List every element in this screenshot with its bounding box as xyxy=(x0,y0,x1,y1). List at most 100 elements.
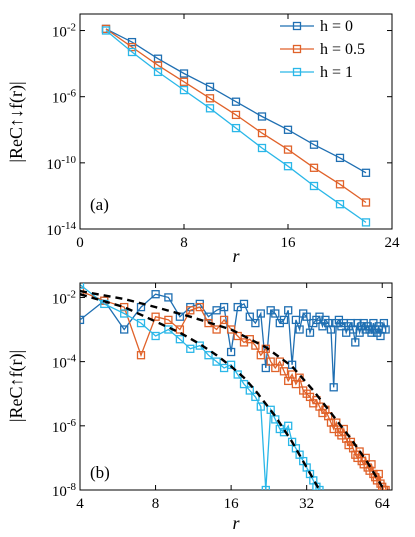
fit-dashed-line xyxy=(80,289,384,488)
panel-b-tag: (b) xyxy=(90,463,110,482)
data-point-marker xyxy=(219,302,229,312)
data-point-marker xyxy=(127,47,137,57)
data-point-marker xyxy=(195,302,204,312)
panel-b-series-3 xyxy=(80,289,384,488)
data-point-marker xyxy=(257,143,267,153)
data-point-marker xyxy=(179,69,189,78)
data-point-marker xyxy=(179,85,189,95)
data-point-marker xyxy=(283,125,293,134)
series-line xyxy=(105,29,367,223)
y-tick-exponent: -8 xyxy=(67,481,77,493)
data-point-marker xyxy=(120,325,129,334)
data-point-marker xyxy=(204,351,213,360)
panel-a-series-2 xyxy=(101,26,371,227)
data-point-marker xyxy=(239,379,249,389)
data-point-marker xyxy=(256,351,265,360)
data-point-marker xyxy=(127,37,137,47)
data-point-marker xyxy=(309,140,319,149)
data-point-marker xyxy=(151,312,160,321)
y-tick-exponent: -2 xyxy=(67,288,76,300)
data-point-marker xyxy=(381,485,390,490)
y-tick-label: 10-2 xyxy=(52,288,76,307)
panel-b-x-axis-label: r xyxy=(232,513,240,533)
panel-a-series-1 xyxy=(101,24,371,207)
data-point-marker xyxy=(101,26,111,35)
data-point-marker xyxy=(271,363,280,373)
y-tick-exponent: -6 xyxy=(67,88,77,100)
data-point-marker xyxy=(175,335,185,344)
data-point-marker xyxy=(279,315,289,325)
data-point-marker xyxy=(186,306,195,315)
data-point-marker xyxy=(284,421,293,430)
data-point-marker xyxy=(153,67,163,77)
data-point-marker xyxy=(266,357,275,366)
data-point-marker xyxy=(231,97,241,106)
data-point-marker xyxy=(245,312,254,321)
x-tick-label: 16 xyxy=(224,496,240,512)
data-point-marker xyxy=(226,325,236,334)
panel-a-y-axis-label: |ReC↑↓f(r)| xyxy=(6,81,27,162)
fit-dashed-line xyxy=(80,293,321,490)
data-point-marker xyxy=(231,123,241,133)
data-point-marker xyxy=(351,338,360,347)
data-point-marker xyxy=(80,315,85,325)
data-point-marker xyxy=(245,335,254,344)
data-point-marker xyxy=(305,328,315,337)
y-tick-base: 10 xyxy=(46,223,61,239)
data-point-marker xyxy=(127,42,137,52)
y-tick-exponent: -10 xyxy=(61,154,76,166)
data-point-marker xyxy=(309,181,319,191)
data-point-marker xyxy=(179,77,189,86)
data-point-marker xyxy=(361,453,370,463)
y-tick-label: 10-6 xyxy=(52,88,77,107)
data-point-marker xyxy=(309,163,319,172)
y-tick-exponent: -14 xyxy=(61,220,76,232)
data-point-marker xyxy=(226,360,236,369)
data-point-marker xyxy=(326,325,336,334)
x-tick-label: 16 xyxy=(281,235,297,251)
y-tick-label: 10-14 xyxy=(46,220,76,239)
panel-a-series-group xyxy=(101,24,371,227)
data-point-marker xyxy=(361,198,371,207)
data-point-marker xyxy=(275,357,284,366)
data-point-marker xyxy=(315,485,324,490)
x-tick-label: 24 xyxy=(385,235,401,251)
data-point-marker xyxy=(335,153,345,163)
y-tick-base: 10 xyxy=(52,25,67,41)
data-point-marker xyxy=(80,283,85,289)
legend-entry: h = 1 xyxy=(280,64,353,81)
data-point-marker xyxy=(257,128,267,138)
data-point-marker xyxy=(136,351,146,360)
y-tick-exponent: -6 xyxy=(67,417,77,429)
x-tick-label: 8 xyxy=(180,235,188,251)
panel-a-x-axis-label: r xyxy=(232,246,240,266)
x-tick-label: 4 xyxy=(76,496,84,512)
x-tick-label: 0 xyxy=(76,235,84,251)
y-tick-label: 10-10 xyxy=(46,154,76,173)
data-point-marker xyxy=(361,218,371,227)
data-point-marker xyxy=(120,309,129,318)
data-point-marker xyxy=(283,145,293,154)
data-point-marker xyxy=(261,485,270,490)
data-point-marker xyxy=(339,424,348,434)
data-point-marker xyxy=(151,290,160,299)
data-point-marker xyxy=(355,447,364,456)
y-tick-label: 10-4 xyxy=(52,353,77,372)
data-point-marker xyxy=(205,104,215,113)
data-point-marker xyxy=(381,325,390,334)
panel-a-frame xyxy=(79,13,393,230)
y-tick-base: 10 xyxy=(52,484,67,500)
legend-marker xyxy=(292,21,302,31)
data-point-marker xyxy=(251,318,260,328)
legend-marker xyxy=(292,67,302,77)
panel-b-series-0 xyxy=(80,290,390,392)
data-point-marker xyxy=(164,315,173,325)
legend-label: h = 1 xyxy=(320,64,353,81)
data-point-marker xyxy=(271,309,280,318)
data-point-marker xyxy=(291,315,301,325)
data-point-marker xyxy=(266,405,275,414)
data-point-marker xyxy=(151,331,160,341)
